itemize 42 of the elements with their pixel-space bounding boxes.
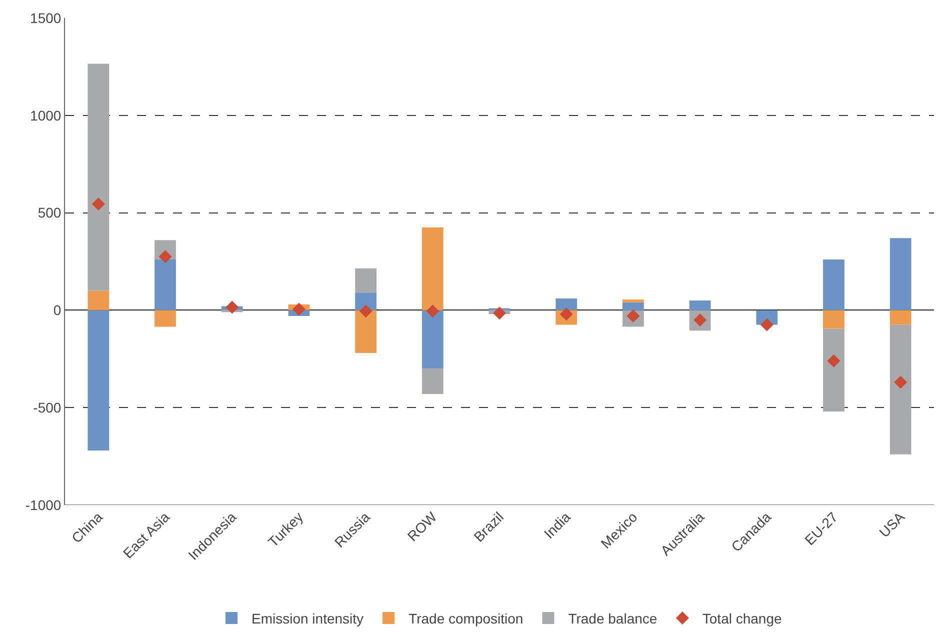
bar bbox=[890, 310, 912, 325]
point bbox=[158, 250, 172, 264]
bar bbox=[422, 310, 444, 369]
bar bbox=[88, 310, 110, 450]
bar bbox=[823, 310, 844, 329]
bar bbox=[890, 324, 912, 454]
point bbox=[760, 318, 774, 332]
bar bbox=[154, 260, 176, 310]
legend-label: Emission intensity bbox=[252, 610, 364, 626]
point bbox=[894, 376, 908, 389]
bar bbox=[622, 299, 644, 302]
bar bbox=[88, 64, 110, 291]
bar bbox=[689, 300, 711, 310]
y-tick-label: 500 bbox=[38, 204, 62, 221]
y-tick-label: 0 bbox=[53, 302, 62, 318]
bar bbox=[823, 328, 844, 412]
bar bbox=[88, 290, 110, 310]
point bbox=[92, 198, 105, 211]
bar bbox=[154, 310, 176, 327]
bar bbox=[422, 368, 444, 394]
point bbox=[226, 300, 239, 314]
legend-label: Trade balance bbox=[568, 610, 658, 626]
point bbox=[359, 304, 372, 318]
bar bbox=[355, 268, 376, 293]
bar bbox=[556, 298, 578, 310]
point bbox=[426, 304, 440, 318]
bar bbox=[890, 238, 912, 310]
y-tick-label: 1500 bbox=[30, 10, 62, 26]
bar bbox=[422, 227, 444, 310]
legend-label: Total change bbox=[702, 610, 782, 626]
y-tick-label: -500 bbox=[33, 400, 62, 416]
legend-label: Trade composition bbox=[408, 610, 524, 626]
point bbox=[493, 306, 506, 320]
bar bbox=[823, 260, 844, 310]
bar bbox=[355, 292, 376, 310]
bar bbox=[355, 310, 376, 354]
bar bbox=[622, 302, 644, 310]
y-tick-label: -1000 bbox=[25, 496, 62, 513]
point bbox=[292, 302, 306, 316]
x-tick-label: USA bbox=[876, 508, 908, 540]
point bbox=[827, 354, 840, 368]
y-tick-label: 1000 bbox=[30, 107, 62, 124]
